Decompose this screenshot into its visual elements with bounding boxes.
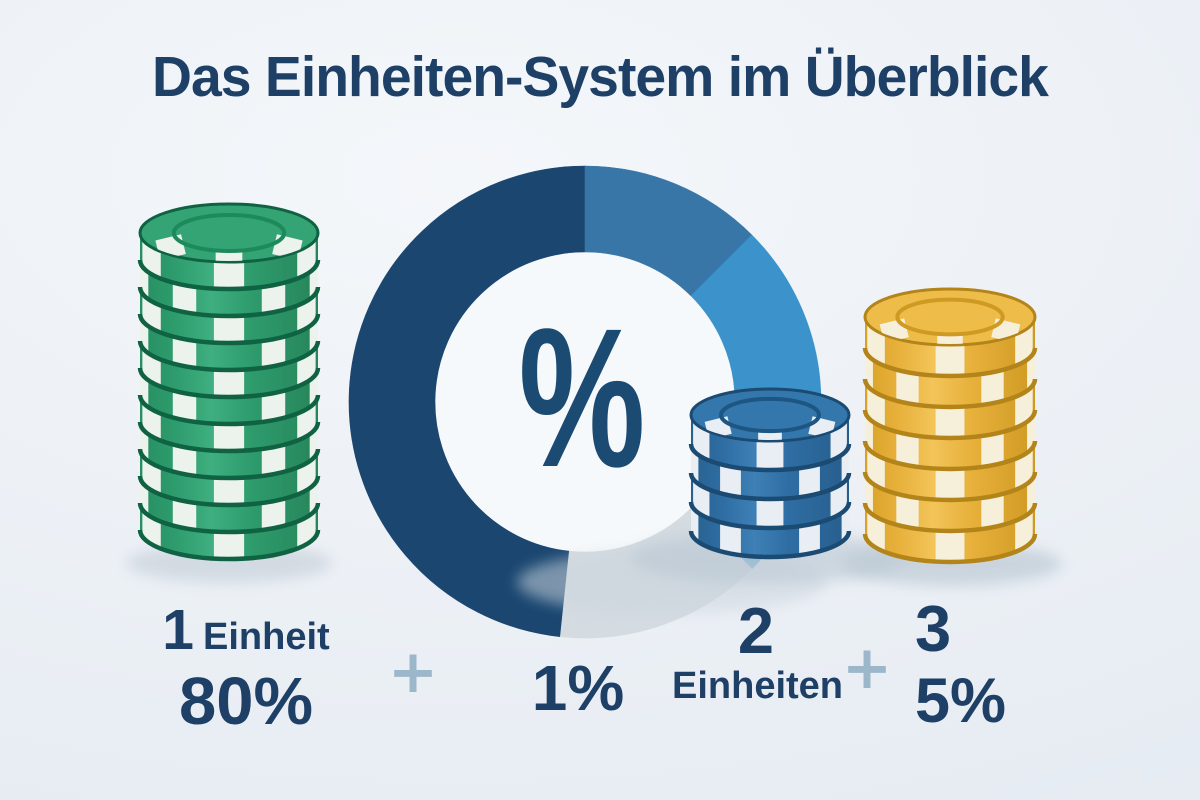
label-einheit-text: Einheit — [203, 616, 330, 658]
chip-separator — [862, 502, 1038, 534]
percent-symbol: % — [518, 287, 646, 509]
chip-separator — [137, 313, 321, 346]
chip-rim-notches — [155, 234, 303, 261]
chip-separator — [862, 347, 1038, 379]
green-chip-stack — [126, 202, 332, 583]
chip-separator — [862, 378, 1038, 410]
blue-chip-stack — [517, 387, 906, 614]
label-group-3-5-percent: 3 5% — [915, 596, 1045, 733]
chip-separator — [862, 409, 1038, 441]
label-einheiten-text: Einheiten — [672, 665, 844, 707]
chip-top-face — [689, 387, 851, 443]
chip-separator — [137, 475, 321, 508]
label-group-1-einheit: 1 Einheit 80% — [118, 602, 374, 739]
gold-chip-stack — [842, 287, 1062, 586]
chip-separator — [137, 259, 321, 292]
chip-separator — [862, 440, 1038, 472]
label-5-percent: 5% — [915, 666, 1007, 736]
chip — [140, 503, 318, 559]
chip-rim-notches — [704, 416, 836, 440]
chip-separator — [688, 501, 852, 531]
page-title: Das Einheiten-System im Überblick — [152, 45, 1049, 109]
chip-separator — [137, 502, 321, 535]
chip-separator — [688, 472, 852, 502]
plus-icon-2: + — [841, 633, 893, 703]
chip — [140, 341, 318, 397]
chip-separator — [862, 471, 1038, 503]
chip-separator — [137, 367, 321, 400]
chip-separator — [688, 530, 852, 560]
label-2-number: 2 — [737, 594, 775, 667]
label-3-number: 3 — [915, 592, 952, 665]
chip-separator — [688, 443, 852, 473]
chip — [140, 287, 318, 343]
chip-inlay-ring — [719, 396, 821, 434]
chip-separator — [137, 394, 321, 427]
chip-separator — [137, 286, 321, 319]
label-1-number: 1 — [162, 598, 194, 662]
chip-separator — [137, 529, 321, 562]
label-80-percent: 80% — [178, 664, 314, 739]
plus-icon-1: + — [387, 637, 439, 707]
chip-inlay-ring — [171, 213, 287, 253]
chip-separator — [137, 421, 321, 454]
chip-top-face — [863, 287, 1037, 347]
chip-inlay-ring — [895, 297, 1005, 337]
chip-top-face — [138, 202, 320, 264]
label-1-einheit-line: 1 Einheit — [118, 602, 374, 659]
label-group-2-einheiten: 2 Einheiten — [672, 594, 844, 707]
chip — [140, 395, 318, 451]
donut-segment-navy — [348, 165, 586, 638]
chip-rim-notches — [879, 318, 1021, 344]
chip-separator — [862, 533, 1038, 565]
label-1-percent: 1% — [531, 652, 625, 724]
chip — [140, 233, 318, 289]
chip — [140, 449, 318, 505]
chip-separator — [137, 340, 321, 373]
chip-separator — [137, 448, 321, 481]
